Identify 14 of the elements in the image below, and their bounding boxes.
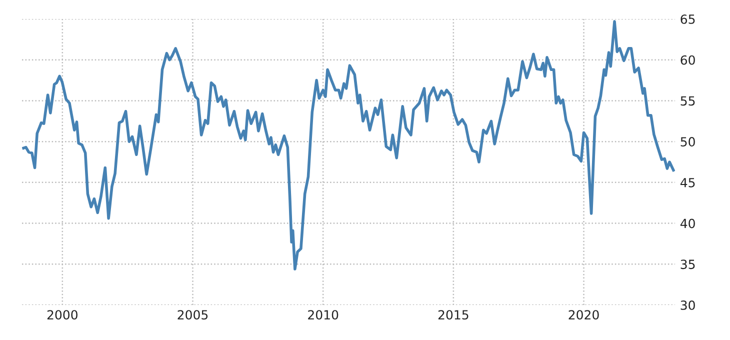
y-tick-label: 55	[680, 96, 695, 106]
x-tick-label: 2020	[568, 310, 599, 320]
x-tick-label: 2005	[178, 310, 208, 320]
y-tick-label: 60	[680, 55, 695, 65]
y-tick-label: 50	[680, 137, 695, 146]
x-tick-label: 2010	[308, 310, 338, 320]
x-tick-label: 2000	[47, 310, 78, 320]
x-tick-label: 2015	[438, 310, 468, 320]
y-tick-label: 40	[680, 218, 695, 228]
y-tick-label: 30	[680, 300, 695, 310]
y-tick-label: 45	[680, 178, 695, 188]
line-series	[22, 20, 675, 270]
y-tick-label: 35	[680, 260, 695, 270]
y-tick-label: 65	[680, 14, 695, 24]
